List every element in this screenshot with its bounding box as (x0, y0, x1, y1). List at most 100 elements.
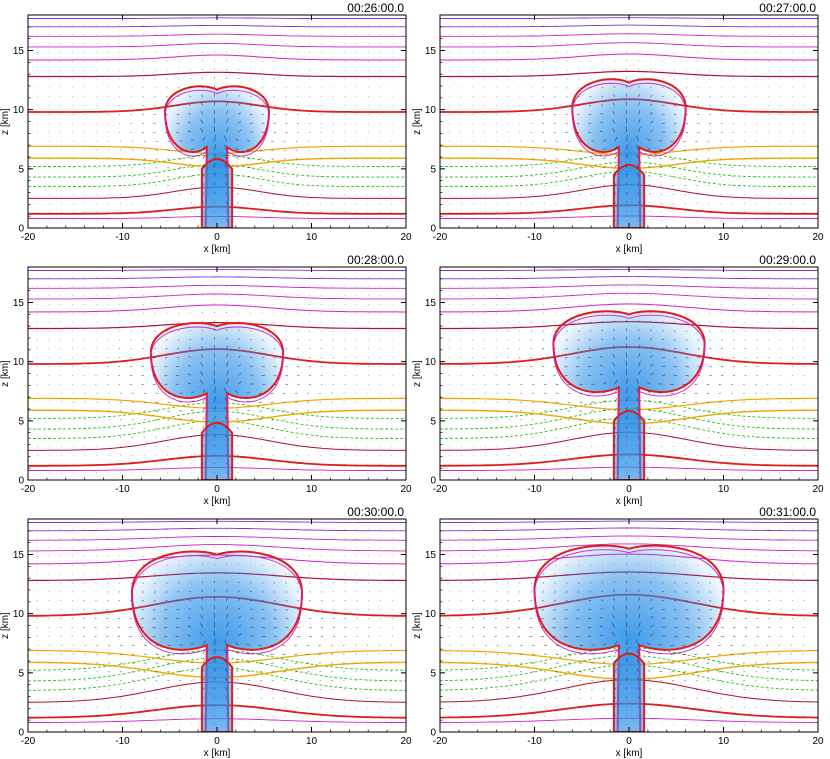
wind-arrow (202, 678, 205, 681)
wind-arrow (189, 330, 192, 332)
x-tick-label: -20 (21, 484, 36, 495)
wind-arrow (681, 644, 686, 647)
wind-arrow (238, 86, 240, 89)
wind-arrow (214, 387, 216, 394)
wind-arrow (94, 635, 97, 637)
wind-arrow (532, 383, 535, 385)
wind-arrow (601, 321, 604, 323)
vector-field (36, 528, 393, 726)
wind-arrow (602, 139, 607, 142)
wind-arrow (614, 715, 616, 717)
wind-arrow (238, 355, 241, 358)
wind-arrow (599, 130, 604, 133)
wind-arrow (602, 697, 605, 699)
wind-arrow (709, 609, 712, 611)
wind-arrow (626, 639, 628, 646)
wind-arrow (294, 644, 298, 646)
wind-arrow (579, 158, 582, 160)
wind-arrow (202, 687, 205, 690)
timestamp-label: 00:31:00.0 (759, 505, 816, 519)
wind-arrow (163, 635, 168, 638)
wind-arrow (226, 353, 229, 358)
x-tick-label: -20 (433, 232, 448, 243)
wind-arrow (673, 600, 677, 602)
wind-arrow (226, 378, 229, 385)
wind-arrow (225, 677, 227, 681)
wind-arrow (649, 697, 651, 699)
y-tick-label: 5 (18, 164, 24, 175)
wind-arrow (543, 653, 547, 655)
wind-arrow (238, 346, 241, 349)
wind-arrow (648, 669, 651, 672)
wind-arrow (567, 671, 571, 673)
wind-arrow (599, 616, 604, 619)
wind-arrow (283, 149, 286, 151)
x-tick-label: -20 (21, 736, 36, 747)
wind-arrow (226, 320, 228, 323)
contour-line (440, 276, 818, 280)
wind-arrow (541, 366, 545, 368)
wind-arrow (189, 95, 192, 97)
wind-arrow (602, 166, 606, 168)
updraft-core (612, 410, 646, 480)
wind-arrow (506, 635, 509, 637)
wind-arrow (202, 312, 204, 314)
wind-arrow (602, 643, 607, 646)
wind-arrow (670, 149, 674, 151)
wind-arrow (575, 375, 580, 377)
wind-arrow (213, 109, 215, 115)
wind-arrow (141, 600, 144, 602)
wind-arrow (306, 662, 310, 664)
wind-arrow (261, 357, 265, 359)
wind-arrow (506, 627, 509, 629)
wind-arrow (555, 680, 558, 682)
wind-arrow (636, 397, 639, 403)
contour-line (28, 154, 406, 167)
wind-arrow (273, 357, 277, 359)
wind-arrow (190, 175, 193, 177)
y-tick-label: 5 (430, 668, 436, 679)
wind-arrow (273, 123, 276, 125)
wind-arrow (140, 627, 144, 629)
wind-arrow (697, 348, 700, 350)
wind-arrow (555, 383, 559, 386)
wind-arrow (238, 564, 240, 566)
wind-arrow (226, 622, 229, 628)
wind-arrow (201, 589, 204, 592)
wind-arrow (614, 659, 618, 663)
plot-area (440, 17, 818, 228)
wind-arrow (553, 609, 556, 611)
wind-arrow (638, 605, 641, 610)
wind-arrow (625, 369, 627, 376)
wind-arrow (273, 114, 276, 116)
wind-arrow (601, 95, 604, 97)
x-tick-label: 10 (718, 484, 730, 495)
cloud-outline (571, 78, 687, 228)
wind-arrow (576, 366, 580, 368)
wind-arrow (167, 392, 171, 394)
wind-arrow (567, 140, 571, 142)
wind-arrow (164, 375, 168, 377)
wind-arrow (567, 158, 570, 160)
wind-arrow (673, 357, 677, 359)
y-tick-label: 0 (430, 224, 436, 235)
wind-arrow (213, 126, 215, 133)
wind-arrow (235, 660, 239, 664)
wind-arrow (295, 671, 298, 673)
wind-arrow (647, 399, 651, 403)
panel-5: -20 -10 0 10 20 0 5 10 15 x [km] z [km] 00:30:00.0 (0, 505, 412, 759)
cloud-inner-contour (150, 326, 284, 480)
wind-arrow (637, 173, 639, 177)
wind-arrow (650, 86, 652, 89)
wind-arrow (650, 590, 652, 593)
wind-arrow (612, 370, 616, 376)
wind-arrow (626, 144, 628, 150)
wind-arrow (613, 86, 616, 88)
x-axis-label: x [km] (616, 244, 643, 255)
wind-arrow (202, 68, 204, 71)
wind-arrow (685, 366, 689, 368)
wind-arrow (673, 618, 678, 620)
wind-arrow (721, 627, 725, 629)
wind-arrow (529, 627, 533, 629)
wind-arrow (637, 444, 639, 447)
